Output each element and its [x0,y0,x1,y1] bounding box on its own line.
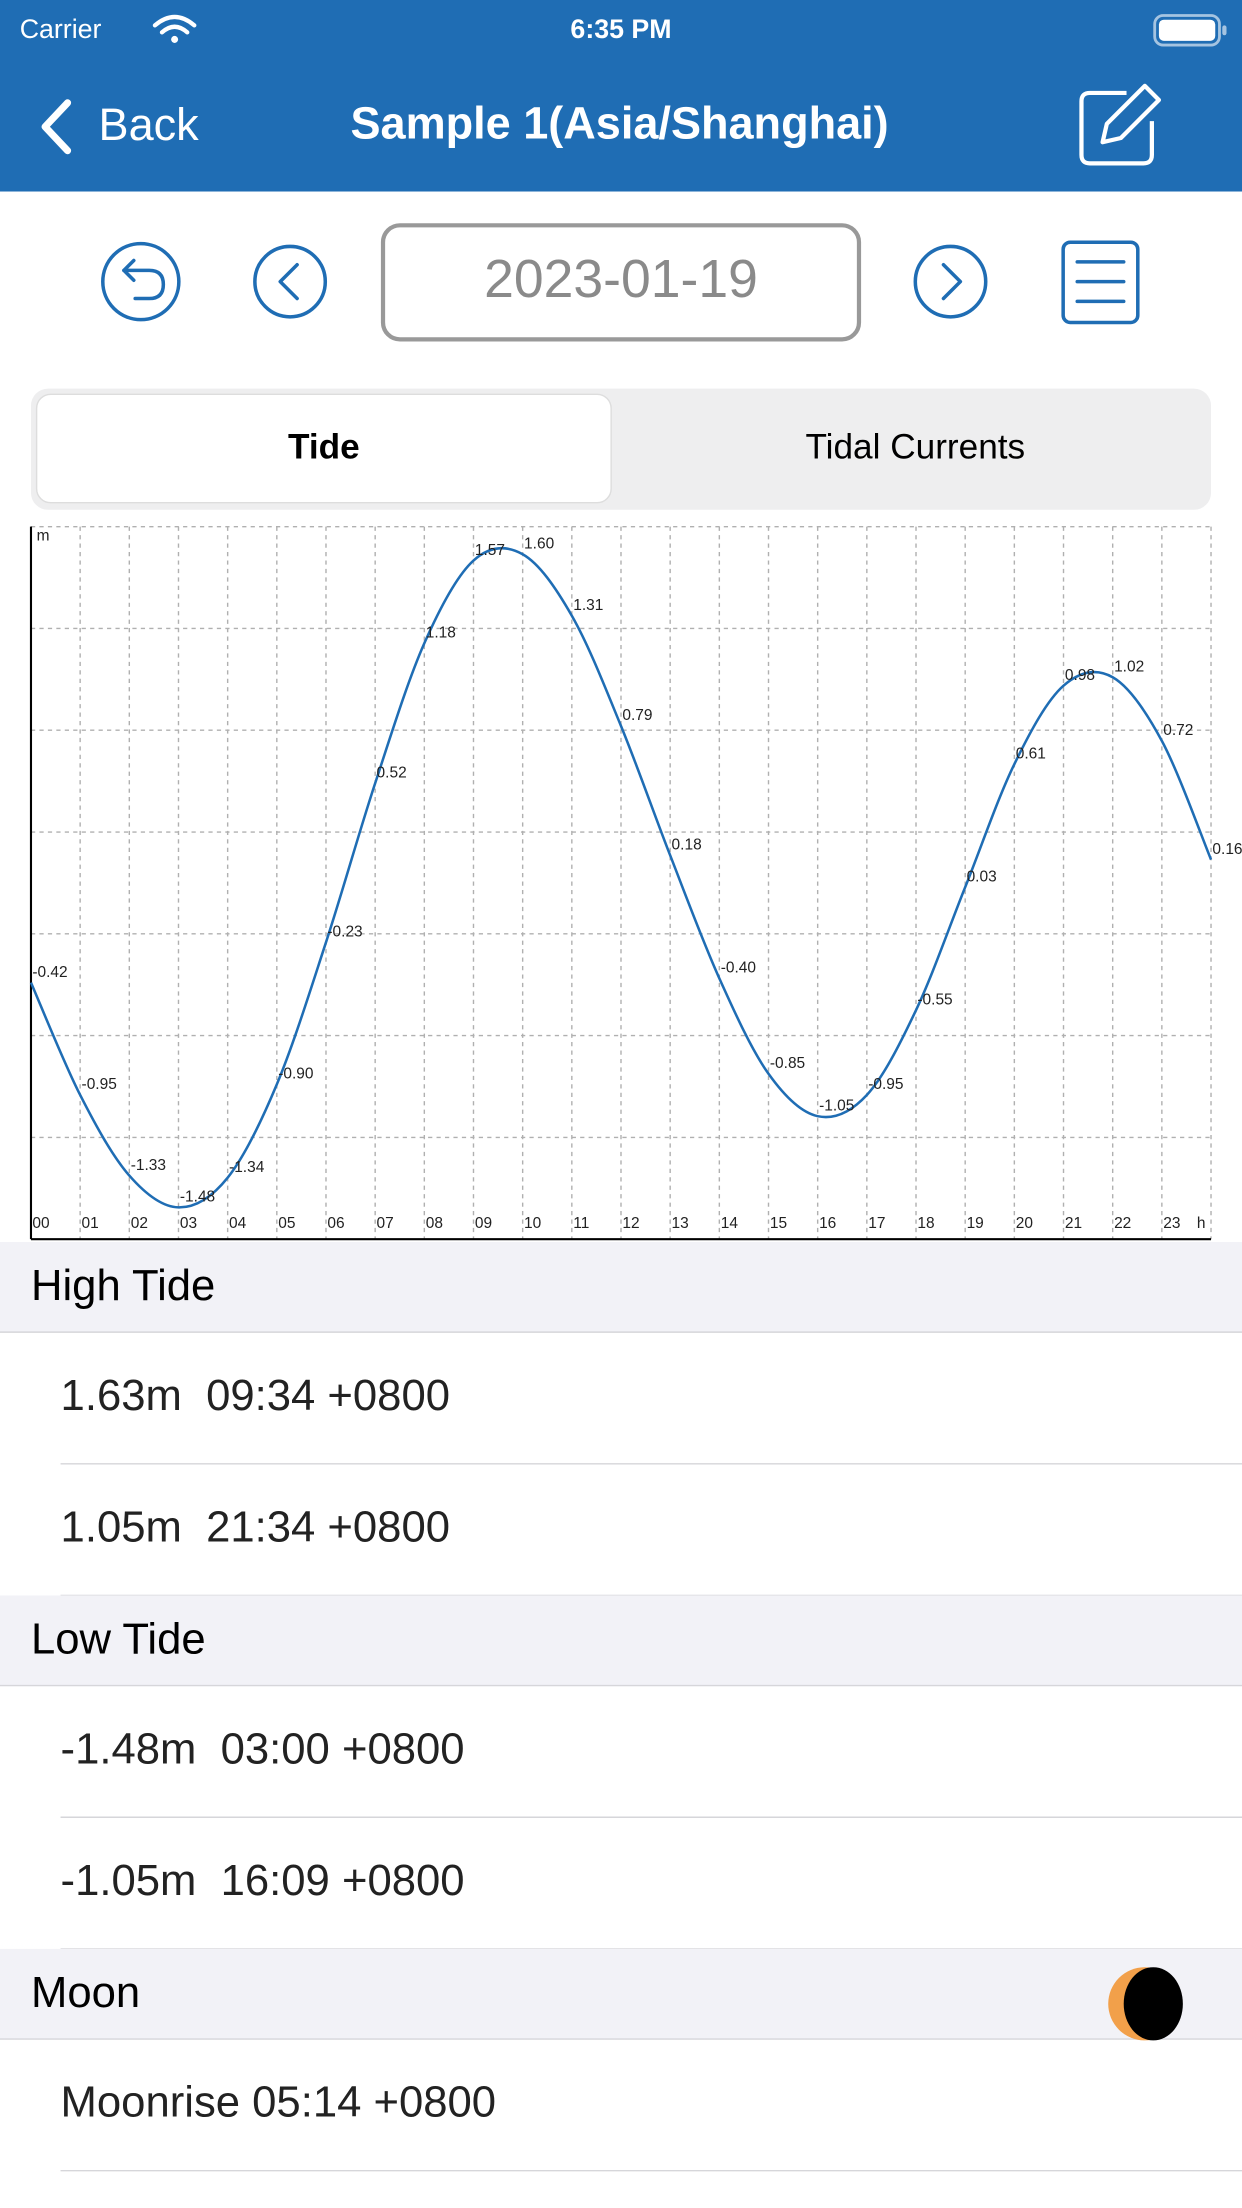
data-label: -0.90 [278,1066,313,1083]
next-day-button[interactable] [913,244,988,319]
x-tick-label: 16 [819,1215,836,1232]
x-tick-label: 13 [672,1215,689,1232]
section-title: Moon [31,1968,140,2017]
segment-selected[interactable] [35,393,612,504]
data-label: -1.33 [131,1157,166,1174]
list-row: 1.63m 09:34 +0800 [61,1371,450,1420]
x-tick-label: 02 [131,1215,148,1232]
x-tick-label: 22 [1114,1215,1131,1232]
edit-button[interactable] [1079,83,1162,166]
tide-list: High Tide 1.63m 09:34 +0800 1.05m 21:34 +0… [0,1242,1242,2172]
x-tick-label: 23 [1163,1215,1180,1232]
undo-button[interactable] [101,241,181,322]
data-label: 1.18 [426,625,456,642]
data-label: -0.40 [721,960,756,977]
segment-label[interactable]: Tide [288,428,360,467]
x-tick-label: 12 [622,1215,639,1232]
back-button[interactable]: Back [41,99,200,155]
data-label: -0.95 [868,1076,903,1093]
list-row: Moonrise 05:14 +0800 [61,2078,497,2127]
wifi-icon [152,14,197,43]
carrier: Carrier [20,14,102,44]
x-tick-label: 15 [770,1215,787,1232]
data-label: 0.52 [377,764,407,781]
y-unit: m [37,528,50,545]
nav-title: Sample 1(Asia/Shanghai) [350,98,888,149]
list-row: -1.05m 16:09 +0800 [61,1856,465,1905]
x-tick-label: 14 [721,1215,739,1232]
section-header [0,1595,1242,1686]
data-label: 0.61 [1016,745,1046,762]
data-label: 1.02 [1114,658,1144,675]
data-label: 0.72 [1163,722,1193,739]
x-tick-label: 17 [868,1215,885,1232]
section-header [0,1948,1242,2040]
data-label: 0.03 [967,868,997,885]
segment-label[interactable]: Tidal Currents [805,428,1025,467]
x-tick-label: 08 [426,1215,443,1232]
x-tick-label: 21 [1065,1215,1082,1232]
date-field[interactable] [380,223,862,342]
nav-background [0,0,1242,192]
x-tick-label: 11 [573,1215,589,1232]
x-tick-label: 00 [32,1215,49,1232]
x-tick-label: 09 [475,1215,492,1232]
section-title: Low Tide [31,1614,206,1663]
x-tick-label: 03 [180,1215,197,1232]
x-tick-label: 01 [82,1215,99,1232]
back-label[interactable]: Back [99,99,200,150]
x-tick-label: 19 [967,1215,984,1232]
x-tick-label: 07 [377,1215,394,1232]
list-button[interactable] [1061,240,1140,325]
data-label: -0.23 [327,924,362,941]
x-tick-label: 18 [917,1215,934,1232]
battery-icon [1153,14,1227,47]
x-tick-label: 05 [278,1215,295,1232]
tide-line [29,547,1213,1209]
data-label: 0.98 [1065,667,1095,684]
list-row: 1.05m 21:34 +0800 [61,1503,450,1552]
data-label: 1.57 [475,542,505,559]
section-title: High Tide [31,1261,215,1310]
clock: 6:35 PM [570,14,671,44]
x-unit: h [1197,1215,1206,1232]
data-label: -0.95 [82,1076,117,1093]
data-label: 0.79 [622,707,652,724]
data-label: -1.05 [819,1097,854,1114]
x-tick-label: 10 [524,1215,541,1232]
list-row: -1.48m 03:00 +0800 [61,1724,465,1773]
data-label: -1.34 [229,1159,265,1176]
data-label: 1.31 [573,597,603,614]
data-label: 0.18 [672,837,702,854]
previous-day-button[interactable] [253,244,328,319]
x-tick-label: 20 [1016,1215,1033,1232]
section-header [0,1242,1242,1333]
tide-chart: 00 01 02 03 04 05 06 07 08 09 10 11 12 13 14 15 16 17 18 19… [29,525,1242,1241]
data-label: -0.55 [917,991,952,1008]
data-label: -0.42 [32,964,67,981]
data-label: 1.60 [524,535,554,552]
x-tick-label: 06 [327,1215,344,1232]
moon-shadow [1123,1967,1183,2041]
data-label: 0.16 [1212,841,1242,858]
date-text[interactable]: 2023-01-19 [484,250,758,309]
data-label: -1.48 [180,1189,215,1206]
data-label: -0.85 [770,1055,805,1072]
x-tick-label: 04 [229,1215,247,1232]
